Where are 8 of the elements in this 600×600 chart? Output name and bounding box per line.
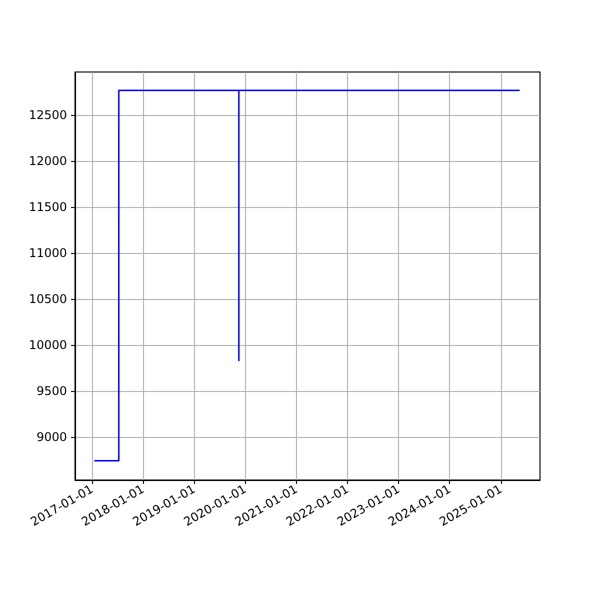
y-tick-label: 12000	[28, 154, 67, 168]
y-tick-label: 11500	[28, 200, 67, 214]
y-tick-label: 9500	[36, 384, 67, 398]
y-tick-label: 9000	[36, 430, 67, 444]
y-tick-label: 10500	[28, 292, 67, 306]
y-tick-label: 11000	[28, 246, 67, 260]
y-tick-label: 12500	[28, 108, 67, 122]
y-tick-label: 10000	[28, 338, 67, 352]
